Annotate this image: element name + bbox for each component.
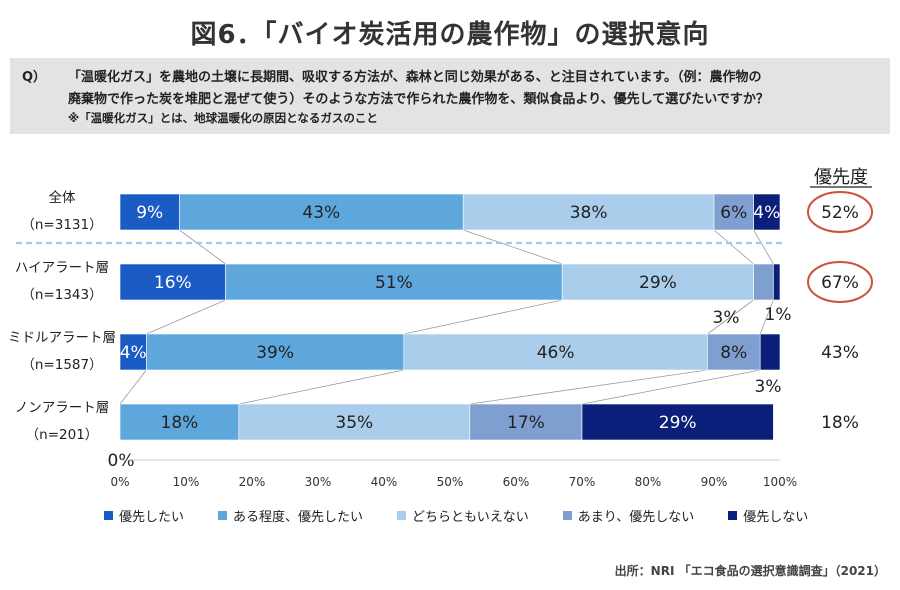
connector-line — [759, 299, 774, 335]
connector-line — [469, 369, 708, 405]
bar-segment — [119, 403, 240, 441]
data-label: 29% — [659, 413, 697, 433]
sample-size-label: （n=201） — [26, 427, 99, 443]
priority-header: 優先度 — [814, 167, 868, 188]
data-label: 38% — [570, 203, 608, 223]
legend-label: どちらともいえない — [412, 510, 529, 525]
data-label: 3% — [713, 308, 740, 328]
priority-highlight-circle — [807, 261, 873, 303]
x-tick-label: 90% — [701, 475, 728, 489]
data-label: 3% — [755, 377, 782, 397]
bar-segment — [713, 193, 754, 231]
legend-swatch — [218, 511, 228, 520]
connector-line — [146, 299, 226, 335]
data-label: 51% — [375, 273, 413, 293]
category-label: ミドルアラート層 — [8, 330, 116, 346]
sample-size-label: （n=1343） — [21, 287, 102, 303]
source-note: 出所：NRI 「エコ食品の選択意識調査」（2021） — [614, 564, 886, 578]
bar-segment — [753, 193, 781, 231]
chart-legend: 優先したい ある程度、優先したい どちらともいえない あまり、優先しない 優先しない — [104, 506, 842, 525]
data-label: 29% — [639, 273, 677, 293]
data-label: 6% — [720, 203, 747, 223]
x-tick-label: 50% — [437, 475, 464, 489]
category-label: ノンアラート層 — [15, 400, 110, 416]
x-tick-label: 30% — [305, 475, 332, 489]
x-tick-label: 0% — [110, 475, 129, 489]
question-box: Q） 「温暖化ガス」を農地の土壌に長期間、吸収する方法が、森林と同じ効果がある、… — [10, 58, 890, 134]
bar-segment — [469, 403, 583, 441]
data-label: 4% — [120, 343, 147, 363]
bar-segment — [146, 333, 405, 371]
x-tick-label: 40% — [371, 475, 398, 489]
connector-line — [238, 369, 404, 405]
priority-value: 18% — [821, 413, 859, 433]
bar-segment — [119, 333, 147, 371]
x-tick-label: 80% — [635, 475, 662, 489]
category-label: ハイアラート層 — [15, 260, 109, 276]
priority-value: 43% — [821, 343, 859, 363]
bar-segment — [753, 263, 774, 301]
bar-segment — [759, 333, 781, 371]
bar-segment — [707, 333, 761, 371]
data-label: 43% — [302, 203, 340, 223]
legend-swatch — [562, 511, 572, 520]
legend-swatch — [104, 511, 113, 520]
data-label: 16% — [154, 273, 192, 293]
connector-line — [403, 299, 563, 335]
x-tick-label: 20% — [239, 475, 266, 489]
x-tick-label: 10% — [173, 475, 200, 489]
connector-line — [707, 299, 754, 335]
bar-segment — [581, 403, 774, 441]
legend-item: あまり、優先しない — [562, 506, 695, 525]
data-label: 9% — [136, 203, 163, 223]
connector-line — [463, 229, 563, 265]
data-label: 1% — [765, 305, 792, 325]
bar-segment — [119, 263, 226, 301]
legend-item: 優先しない — [728, 506, 808, 525]
priority-value: 52% — [821, 203, 859, 223]
question-label: Q） — [22, 70, 47, 85]
data-label: 39% — [256, 343, 294, 363]
bar-segment — [403, 333, 708, 371]
category-label: 全体 — [49, 189, 76, 206]
legend-item: どちらともいえない — [397, 506, 529, 525]
question-note: ※「温暖化ガス」とは、地球温暖化の原因となるガスのこと — [68, 111, 378, 125]
legend-swatch — [397, 511, 407, 520]
data-label: 17% — [507, 413, 545, 433]
connector-line — [753, 229, 774, 265]
connector-line — [713, 229, 754, 265]
data-label: 0% — [108, 451, 135, 471]
priority-value: 67% — [821, 273, 859, 293]
legend-label: 優先しない — [743, 510, 809, 525]
priority-highlight-circle — [807, 191, 873, 233]
bar-segment — [773, 263, 781, 301]
x-tick-label: 70% — [569, 475, 596, 489]
question-line-2: 廃棄物で作った炭を堆肥と混ぜて使う）そのような方法で作られた農作物を、類似食品よ… — [68, 92, 769, 107]
bar-segment — [225, 263, 563, 301]
x-tick-label: 60% — [503, 475, 530, 489]
data-label: 4% — [753, 203, 780, 223]
question-line-1: 「温暖化ガス」を農地の土壌に長期間、吸収する方法が、森林と同じ効果がある、と注目… — [68, 70, 762, 85]
legend-item: 優先したい — [104, 506, 184, 525]
bar-segment — [238, 403, 471, 441]
connector-line — [119, 369, 147, 405]
legend-label: 優先したい — [119, 510, 185, 525]
data-label: 18% — [161, 413, 199, 433]
data-label: 35% — [335, 413, 373, 433]
data-label: 8% — [720, 343, 747, 363]
connector-line — [179, 229, 226, 265]
legend-label: ある程度、優先したい — [233, 510, 364, 525]
sample-size-label: （n=1587） — [21, 357, 102, 373]
sample-size-label: （n=3131） — [21, 217, 102, 233]
chart-title: 図6．「バイオ炭活用の農作物」の選択意向 — [190, 20, 710, 50]
legend-swatch — [728, 511, 738, 520]
data-label: 46% — [537, 343, 575, 363]
x-tick-label: 100% — [763, 475, 797, 489]
connector-line — [581, 369, 761, 405]
legend-item: ある程度、優先したい — [218, 506, 363, 525]
legend-label: あまり、優先しない — [577, 510, 695, 525]
